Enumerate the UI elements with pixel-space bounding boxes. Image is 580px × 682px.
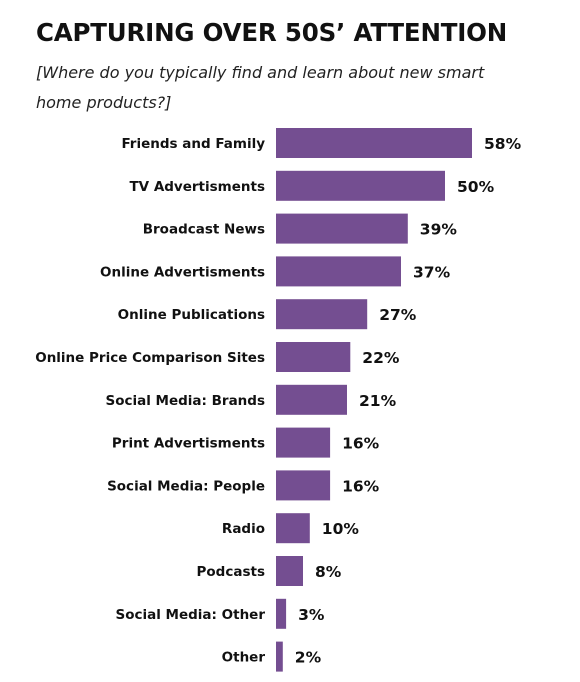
value-label: 27%	[379, 306, 417, 324]
bar	[276, 470, 331, 501]
bar	[276, 170, 445, 201]
category-label: Friends and Family	[121, 136, 265, 152]
category-label: Broadcast News	[143, 222, 265, 238]
category-label: Social Media: Brands	[105, 393, 265, 409]
value-label: 10%	[322, 520, 360, 538]
category-label: Social Media: People	[107, 478, 265, 494]
bar	[276, 556, 303, 586]
value-label: 39%	[420, 221, 458, 239]
value-label: 16%	[342, 435, 380, 453]
value-label: 16%	[342, 477, 380, 495]
value-label: 2%	[295, 649, 322, 667]
value-label: 8%	[315, 563, 342, 581]
category-label: Social Media: Other	[115, 607, 265, 623]
value-label: 50%	[457, 178, 495, 196]
value-label: 3%	[298, 606, 325, 624]
bar	[276, 256, 401, 287]
bar	[276, 299, 368, 330]
category-label: Online Price Comparison Sites	[35, 350, 265, 366]
chart-subtitle: [Where do you typically find and learn a…	[36, 63, 485, 112]
value-label: 21%	[359, 392, 397, 410]
category-label: Radio	[222, 521, 265, 537]
bar	[276, 513, 310, 544]
bar	[276, 128, 472, 158]
chart-title: CAPTURING OVER 50S’ ATTENTION	[36, 18, 508, 47]
value-label: 22%	[362, 349, 400, 367]
category-label: Podcasts	[197, 564, 265, 580]
category-label: Online Publications	[118, 307, 265, 323]
bar	[276, 641, 283, 672]
category-label: Other	[222, 650, 266, 666]
bar	[276, 342, 351, 372]
category-label: Print Advertisments	[112, 436, 265, 452]
category-label: TV Advertisments	[129, 179, 265, 195]
value-label: 37%	[413, 263, 451, 281]
bar	[276, 213, 408, 244]
bar	[276, 427, 331, 458]
category-label: Online Advertisments	[100, 264, 265, 280]
bar	[276, 598, 287, 629]
value-label: 58%	[484, 135, 522, 153]
bar	[276, 384, 347, 415]
